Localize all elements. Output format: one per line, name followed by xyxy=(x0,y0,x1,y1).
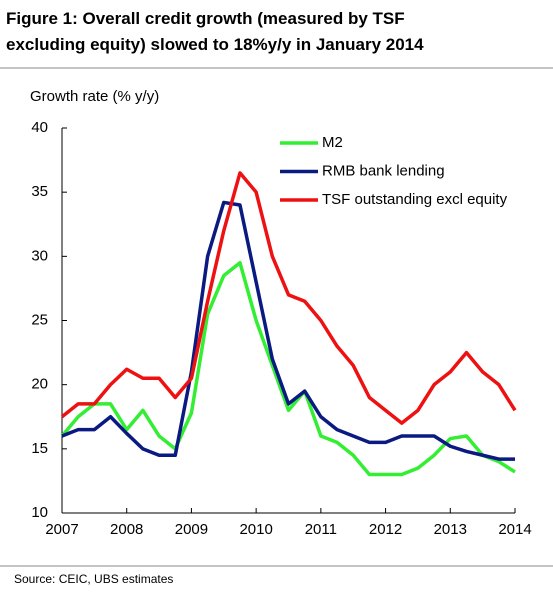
line xyxy=(61,200,515,461)
x-tick-label: 2011 xyxy=(305,521,337,538)
y-tick-label: 20 xyxy=(31,376,48,393)
x-tick-label: 2013 xyxy=(434,521,467,538)
y-tick-label: 15 xyxy=(31,440,48,457)
legend-label: RMB bank lending xyxy=(322,162,445,179)
legend-label: M2 xyxy=(322,134,343,151)
legend-label: TSF outstanding excl equity xyxy=(322,191,508,208)
y-tick-label: 10 xyxy=(31,504,48,521)
x-tick-label: 2008 xyxy=(110,521,143,538)
line xyxy=(60,171,517,425)
y-tick-label: 25 xyxy=(31,311,48,328)
line xyxy=(60,261,516,477)
x-tick-label: 2010 xyxy=(239,521,272,538)
x-tick-label: 2009 xyxy=(175,521,208,538)
x-tick-label: 2012 xyxy=(369,521,402,538)
y-axis-label: Growth rate (% y/y) xyxy=(30,88,159,105)
y-tick-label: 30 xyxy=(31,247,48,264)
x-tick-label: 2014 xyxy=(498,521,531,538)
chart-title: excluding equity) slowed to 18%y/y in Ja… xyxy=(6,35,424,54)
y-tick-label: 35 xyxy=(31,183,48,200)
chart-title: Figure 1: Overall credit growth (measure… xyxy=(6,9,405,28)
source: Source: CEIC, UBS estimates xyxy=(14,572,173,586)
x-tick-label: 2007 xyxy=(45,521,78,538)
y-tick-label: 40 xyxy=(31,119,48,136)
